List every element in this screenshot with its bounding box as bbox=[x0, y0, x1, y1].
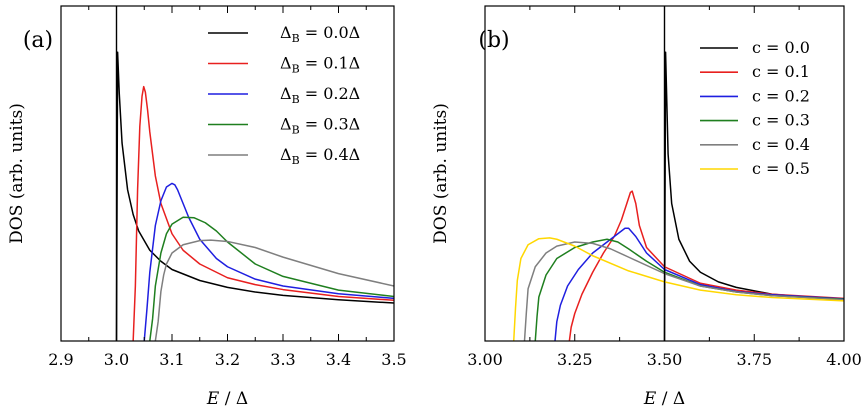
x-tick-label: 3.50 bbox=[647, 350, 683, 369]
legend: c = 0.0 c = 0.1 c = 0.2 c = 0.3 c = 0.4 c = 0… bbox=[700, 38, 810, 178]
legend-entry: c = 0.1 bbox=[752, 62, 810, 81]
legend-entry: ΔB = 0.0Δ bbox=[280, 23, 360, 45]
x-tick-label: 3.25 bbox=[557, 350, 593, 369]
series-line-5 bbox=[512, 237, 844, 341]
x-tick-label: 2.9 bbox=[48, 350, 73, 369]
legend-entry: ΔB = 0.4Δ bbox=[280, 145, 360, 167]
series-line-1 bbox=[568, 190, 844, 341]
legend-entry: c = 0.2 bbox=[752, 86, 810, 105]
curves bbox=[115, 51, 394, 341]
legend-entry: ΔB = 0.3Δ bbox=[280, 115, 360, 137]
x-tick-label: 3.0 bbox=[104, 350, 129, 369]
legend-entry: ΔB = 0.1Δ bbox=[280, 54, 360, 76]
legend: ΔB = 0.0Δ ΔB = 0.1Δ ΔB = 0.2Δ ΔB = 0.3Δ ΔB =… bbox=[208, 23, 360, 167]
x-tick-label: 3.3 bbox=[270, 350, 295, 369]
x-tick-label: 3.4 bbox=[326, 350, 351, 369]
panel-label: (b) bbox=[478, 28, 509, 53]
x-axis-label: E / Δ bbox=[206, 389, 248, 409]
panel-label: (a) bbox=[23, 28, 53, 53]
legend-entry: ΔB = 0.2Δ bbox=[280, 84, 360, 106]
x-axis-label: E / Δ bbox=[643, 389, 685, 409]
legend-entry: c = 0.0 bbox=[752, 38, 810, 57]
series-line-4 bbox=[523, 241, 844, 341]
panel-a: 2.9 3.0 3.1 3.2 3.3 3.4 3.5 E / Δ DOS (arb. unit… bbox=[7, 5, 407, 409]
x-tick-label: 3.1 bbox=[159, 350, 184, 369]
legend-entry: c = 0.3 bbox=[752, 111, 810, 130]
series-line-3 bbox=[149, 216, 394, 341]
series-line-2 bbox=[554, 227, 844, 341]
legend-entry: c = 0.4 bbox=[752, 135, 810, 154]
panel-b: 3.00 3.25 3.50 3.75 4.00 E / Δ DOS (arb. units… bbox=[431, 5, 862, 409]
curves bbox=[512, 51, 844, 341]
legend-entry: c = 0.5 bbox=[752, 159, 810, 178]
x-tick-label: 3.00 bbox=[467, 350, 503, 369]
x-tick-label: 3.5 bbox=[381, 350, 406, 369]
x-tick-label: 3.75 bbox=[736, 350, 772, 369]
y-axis-label: DOS (arb. units) bbox=[7, 103, 27, 244]
y-axis-label: DOS (arb. units) bbox=[431, 103, 451, 244]
series-line-3 bbox=[534, 238, 844, 341]
x-tick-label: 4.00 bbox=[826, 350, 862, 369]
series-line-0 bbox=[115, 51, 394, 341]
x-tick-label: 3.2 bbox=[215, 350, 240, 369]
series-line-4 bbox=[154, 239, 394, 341]
series-line-1 bbox=[132, 85, 394, 341]
series-line-2 bbox=[143, 182, 394, 341]
